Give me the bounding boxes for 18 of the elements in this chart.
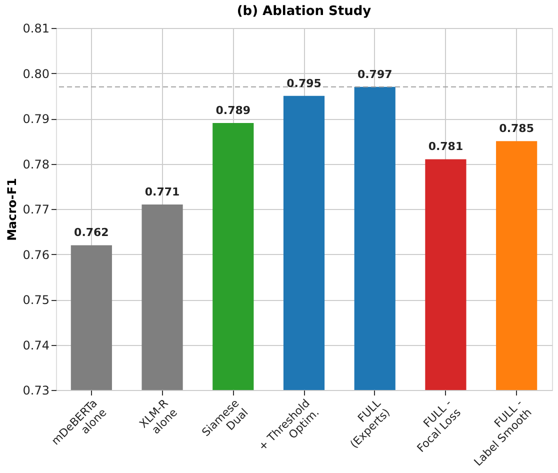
data-label: 0.797	[357, 68, 392, 81]
y-tick-label: 0.80	[22, 66, 50, 81]
y-tick-label: 0.79	[22, 112, 50, 126]
y-tick-label: 0.78	[22, 157, 50, 172]
y-tick-label: 0.77	[22, 202, 50, 216]
data-label: 0.795	[286, 76, 322, 90]
data-label: 0.785	[499, 122, 534, 136]
y-tick-label: 0.76	[22, 248, 50, 262]
y-tick-label: 0.81	[22, 22, 50, 36]
data-label: 0.771	[144, 185, 180, 198]
y-tick-label: 0.74	[22, 338, 50, 352]
y-tick-label: 0.75	[22, 293, 50, 307]
chart-title: (b) Ablation Study	[236, 4, 372, 19]
y-axis-title: Macro-F1	[4, 178, 19, 241]
data-label: 0.781	[428, 140, 464, 154]
data-label: 0.762	[74, 226, 109, 240]
data-label: 0.789	[216, 104, 251, 118]
y-tick-label: 0.73	[22, 384, 50, 398]
